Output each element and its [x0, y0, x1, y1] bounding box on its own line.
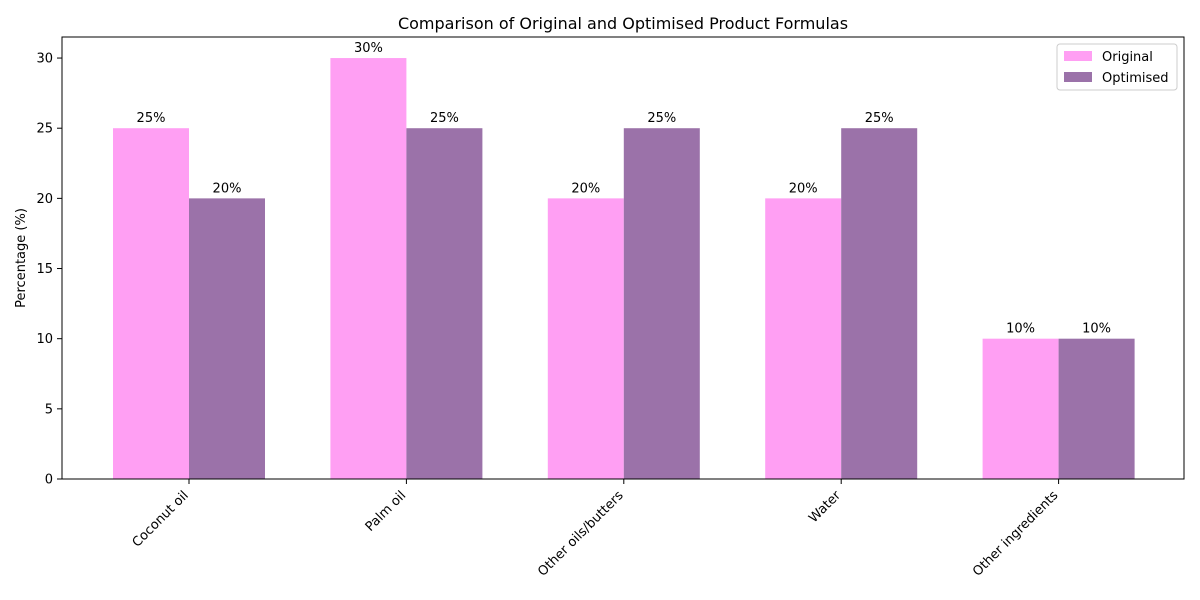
legend-label-original: Original [1102, 50, 1153, 65]
y-tick-label-1: 5 [45, 402, 53, 417]
y-tick-label-3: 15 [36, 262, 53, 277]
bar-optimised-1 [406, 128, 483, 479]
y-axis-ticks: 0 5 10 15 20 25 30 [36, 52, 62, 488]
bar-original-2 [547, 198, 624, 479]
bar-original-3 [765, 198, 842, 479]
x-tick-label-4: Other ingredients [970, 488, 1062, 580]
x-tick-label-2: Other oils/butters [535, 488, 627, 580]
data-label-optimised-3: 25% [865, 111, 894, 126]
data-label-original-1: 30% [354, 41, 383, 56]
data-label-optimised-1: 25% [430, 111, 459, 126]
bar-optimised-0 [189, 198, 265, 479]
x-tick-label-3: Water [806, 488, 844, 526]
data-label-optimised-0: 20% [213, 181, 242, 196]
data-label-original-2: 20% [571, 181, 600, 196]
y-tick-label-6: 30 [36, 52, 53, 67]
bars-group [113, 58, 1135, 480]
legend-label-optimised: Optimised [1102, 71, 1169, 86]
data-label-optimised-4: 10% [1082, 322, 1111, 337]
y-tick-label-5: 25 [36, 122, 53, 137]
data-label-original-4: 10% [1006, 322, 1035, 337]
plot-frame [61, 36, 1185, 480]
data-labels-group: 25% 20% 30% 25% 20% 25% 20% 25% 10% 10% [137, 41, 1112, 337]
x-tick-label-0: Coconut oil [130, 488, 192, 550]
y-tick-label-4: 20 [36, 192, 53, 207]
x-axis-ticks: Coconut oil Palm oil Other oils/butters Wat… [130, 479, 1062, 580]
bar-original-1 [330, 58, 407, 480]
legend-swatch-original [1064, 51, 1092, 61]
data-label-optimised-2: 25% [647, 111, 676, 126]
bar-original-0 [113, 128, 189, 479]
bar-optimised-4 [1058, 338, 1135, 479]
bar-optimised-2 [623, 128, 700, 479]
legend-swatch-optimised [1064, 72, 1092, 82]
y-tick-label-2: 10 [36, 332, 53, 347]
y-tick-label-0: 0 [45, 473, 53, 488]
x-tick-label-1: Palm oil [363, 488, 410, 535]
y-axis-title: Percentage (%) [14, 208, 29, 308]
legend: Original Optimised [1056, 43, 1178, 91]
data-label-original-0: 25% [137, 111, 166, 126]
bar-optimised-3 [841, 128, 918, 479]
data-label-original-3: 20% [789, 181, 818, 196]
chart-title: Comparison of Original and Optimised Pro… [398, 14, 848, 33]
bar-original-4 [982, 338, 1059, 479]
